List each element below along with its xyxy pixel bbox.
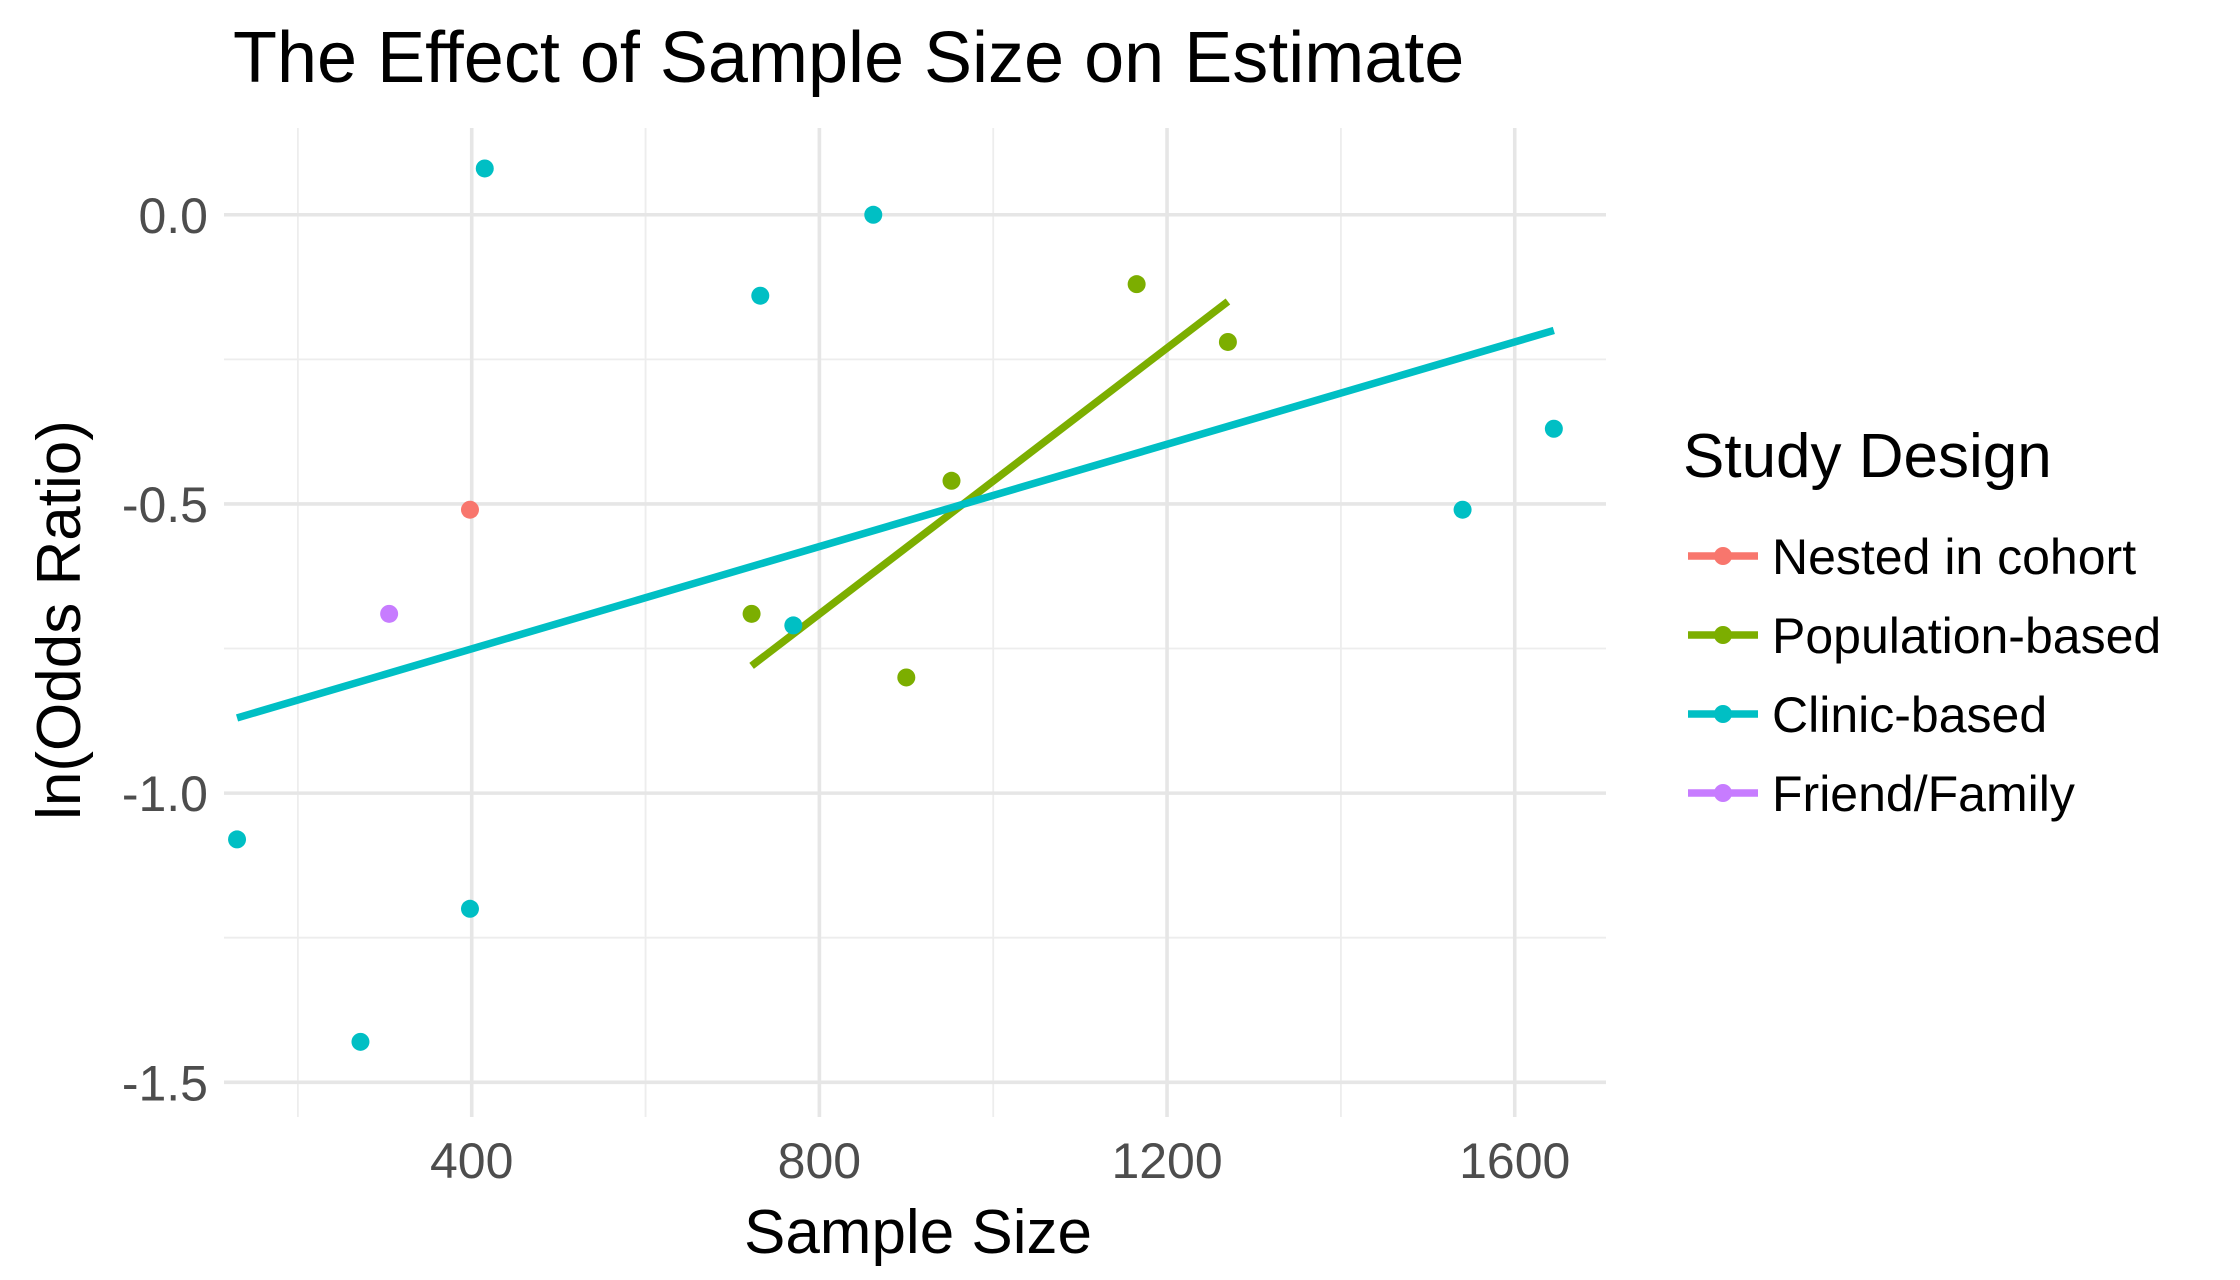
y-tick-labels: 0.0 -0.5 -1.0 -1.5 xyxy=(122,188,208,1112)
legend-label: Population-based xyxy=(1772,608,2161,664)
x-tick-labels: 400 800 1200 1600 xyxy=(430,1133,1570,1189)
data-point xyxy=(897,668,916,687)
y-tick-label: -1.0 xyxy=(122,766,208,822)
y-axis-title: ln(Odds Ratio) xyxy=(25,420,94,820)
legend: Study Design Nested in cohort Population-… xyxy=(1683,422,2161,822)
y-tick-label: 0.0 xyxy=(138,188,208,244)
legend-key-point xyxy=(1714,784,1732,802)
data-point xyxy=(475,159,494,178)
chart-title: The Effect of Sample Size on Estimate xyxy=(233,18,1464,98)
grid xyxy=(224,128,1606,1117)
data-point xyxy=(351,1032,370,1051)
trend-line xyxy=(235,326,1555,722)
x-tick-label: 1600 xyxy=(1459,1133,1570,1189)
data-point xyxy=(742,604,761,623)
data-point xyxy=(460,899,479,918)
data-point xyxy=(1127,275,1146,294)
legend-label: Nested in cohort xyxy=(1772,529,2136,585)
x-axis-title: Sample Size xyxy=(744,1198,1092,1267)
data-point xyxy=(380,604,399,623)
data-point xyxy=(1544,419,1563,438)
data-point xyxy=(864,205,883,224)
data-point xyxy=(460,500,479,519)
legend-label: Friend/Family xyxy=(1772,766,2075,822)
legend-label: Clinic-based xyxy=(1772,687,2047,743)
legend-key-point xyxy=(1714,705,1732,723)
x-tick-label: 400 xyxy=(430,1133,513,1189)
data-point xyxy=(784,616,803,635)
y-tick-label: -0.5 xyxy=(122,477,208,533)
data-point xyxy=(1218,332,1237,351)
trend-line xyxy=(749,298,1231,669)
data-point xyxy=(228,830,247,849)
y-tick-label: -1.5 xyxy=(122,1055,208,1111)
data-points xyxy=(228,159,1563,1051)
legend-key-point xyxy=(1714,547,1732,565)
legend-key-point xyxy=(1714,626,1732,644)
data-point xyxy=(751,286,770,305)
x-tick-label: 800 xyxy=(778,1133,861,1189)
trend-lines xyxy=(235,298,1555,722)
x-tick-label: 1200 xyxy=(1111,1133,1222,1189)
data-point xyxy=(942,471,961,490)
legend-title: Study Design xyxy=(1683,422,2052,491)
data-point xyxy=(1453,500,1472,519)
